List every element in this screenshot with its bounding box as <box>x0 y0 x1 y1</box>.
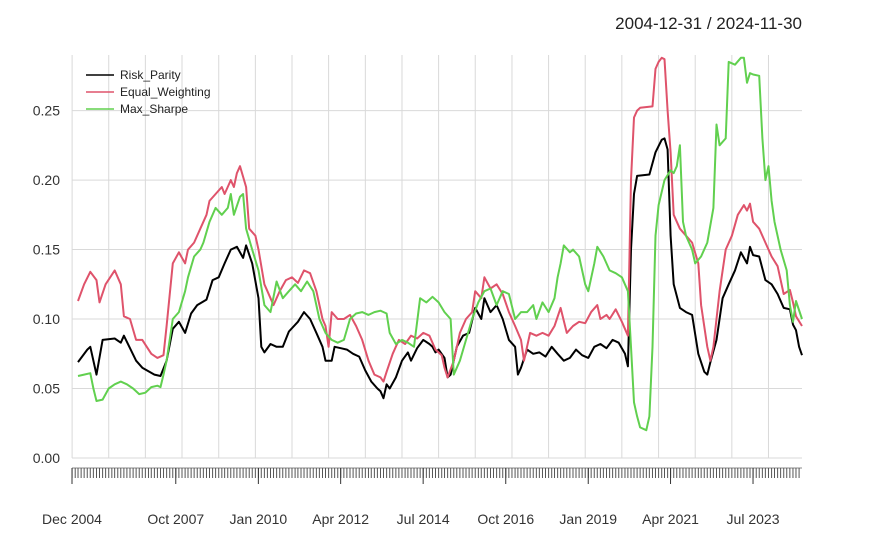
y-tick-label: 0.05 <box>33 381 60 397</box>
x-tick-label: Jan 2010 <box>230 511 288 527</box>
x-tick-label: Jul 2023 <box>727 511 780 527</box>
x-tick-label: Jul 2014 <box>397 511 450 527</box>
date-range-label: 2004-12-31 / 2024-11-30 <box>615 14 802 33</box>
series-line-max-sharpe <box>77 56 803 432</box>
x-tick-label: Dec 2004 <box>42 511 102 527</box>
x-tick-label: Oct 2016 <box>477 511 534 527</box>
legend-label: Equal_Weighting <box>120 85 211 99</box>
y-tick-label: 0.10 <box>33 311 60 327</box>
y-tick-label: 0.25 <box>33 103 60 119</box>
y-tick-label: 0.20 <box>33 172 60 188</box>
x-tick-label: Apr 2012 <box>312 511 369 527</box>
x-tick-label: Oct 2007 <box>147 511 204 527</box>
y-tick-label: 0.15 <box>33 242 60 258</box>
series-line-risk-parity <box>77 137 803 400</box>
legend-label: Max_Sharpe <box>120 102 188 116</box>
legend-label: Risk_Parity <box>120 68 181 82</box>
x-tick-label: Jan 2019 <box>559 511 617 527</box>
y-tick-label: 0.00 <box>33 450 60 466</box>
x-tick-label: Apr 2021 <box>642 511 699 527</box>
